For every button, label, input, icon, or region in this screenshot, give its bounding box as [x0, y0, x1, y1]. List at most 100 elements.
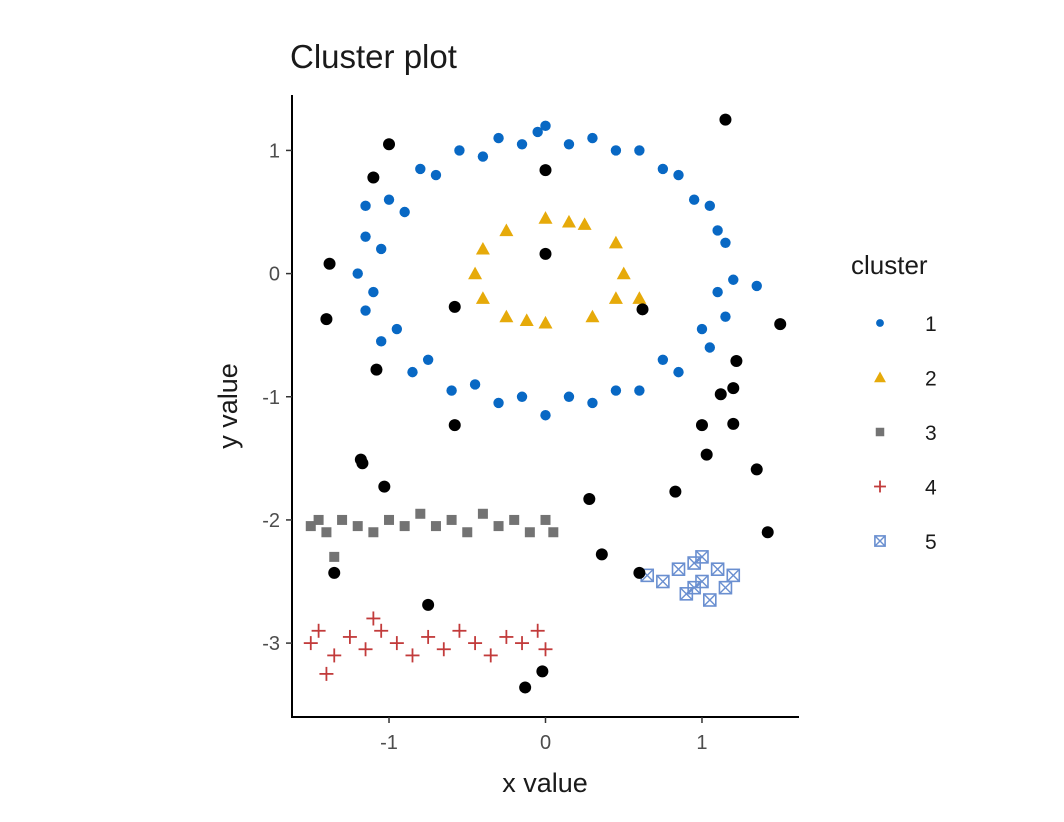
cluster-3-point: [462, 527, 473, 538]
legend-item-3: 3: [875, 422, 937, 445]
cluster-2-point: [632, 291, 647, 304]
noise-point: [727, 382, 740, 395]
noise-point: [356, 457, 369, 470]
noise-point: [370, 363, 383, 376]
cluster-1-point: [728, 274, 739, 285]
y-tick-label: 0: [269, 264, 280, 286]
cluster-1-point: [516, 139, 528, 150]
cluster-3-point: [399, 521, 410, 532]
noise-point: [519, 681, 532, 694]
cluster-4-point: [327, 648, 342, 663]
y-tick-label: -1: [262, 387, 280, 409]
cluster-1-point: [399, 206, 410, 218]
cluster-4-point: [342, 629, 357, 644]
cluster-1-point: [673, 366, 684, 378]
cluster-5-point: [718, 580, 733, 595]
cluster-3-point: [368, 527, 379, 538]
legend-key-5: [874, 535, 886, 547]
cluster-5-point: [656, 574, 670, 589]
cluster-2-point: [577, 217, 592, 230]
cluster-5-point: [726, 568, 741, 583]
cluster-1-point: [720, 311, 731, 322]
cluster-4-point: [405, 648, 420, 663]
cluster-4-point: [530, 623, 545, 638]
cluster-1-point: [587, 132, 598, 144]
cluster-4-point: [483, 648, 498, 663]
cluster-5-point: [695, 550, 709, 564]
noise-point: [774, 318, 787, 331]
cluster-1-point: [446, 385, 457, 396]
cluster-1-point: [540, 120, 551, 131]
noise-point: [727, 417, 740, 430]
noise-point: [448, 300, 461, 313]
cluster-4-point: [374, 623, 389, 638]
cluster-4-point: [358, 642, 373, 657]
cluster-1-point: [610, 145, 622, 156]
cluster-2-point: [499, 309, 514, 323]
cluster-4-point: [366, 611, 381, 626]
cluster-1-point: [391, 323, 403, 335]
noise-point: [719, 113, 732, 126]
cluster-1-point: [375, 243, 387, 255]
noise-point: [700, 448, 713, 461]
cluster-2-point: [475, 241, 490, 255]
noise-point: [595, 548, 608, 561]
cluster-1-point: [360, 200, 371, 212]
noise-point: [714, 388, 727, 401]
cluster-1-point: [563, 391, 575, 402]
cluster-3-point: [321, 527, 332, 538]
cluster-1-point: [696, 323, 708, 335]
cluster-4-point: [515, 636, 530, 651]
chart-title: Cluster plot: [290, 38, 457, 75]
cluster-2-point: [561, 214, 576, 228]
cluster-3-point: [430, 521, 441, 532]
legend-label-3: 3: [925, 422, 937, 445]
cluster-2-point: [538, 211, 553, 224]
legend-item-1: 1: [876, 313, 937, 336]
noise-point: [539, 164, 552, 177]
cluster-4-point: [421, 629, 436, 644]
legend-key-3: [875, 427, 885, 437]
legend-label-1: 1: [925, 313, 937, 336]
cluster-4-point: [468, 636, 483, 651]
cluster-1-point: [383, 194, 395, 205]
cluster-1-point: [516, 391, 528, 402]
legend-label-2: 2: [925, 368, 937, 391]
noise-point: [539, 247, 552, 260]
cluster-1-point: [469, 379, 481, 390]
cluster-3-point: [415, 508, 426, 519]
cluster-5-point: [703, 593, 717, 607]
noise-point: [695, 419, 708, 432]
cluster-1-point: [634, 145, 645, 156]
legend-item-5: 5: [874, 531, 937, 554]
data-layer: [303, 113, 787, 694]
noise-point: [320, 313, 333, 326]
cluster-1-point: [751, 280, 762, 292]
cluster-5-point: [671, 562, 686, 576]
y-tick-label: 1: [269, 140, 280, 162]
cluster-1-point: [422, 354, 434, 366]
cluster-1-point: [688, 194, 700, 205]
legend-title: cluster: [851, 250, 928, 280]
noise-point: [536, 665, 549, 678]
cluster-2-point: [475, 291, 490, 304]
x-tick-label: -1: [380, 732, 398, 754]
x-axis-title: x value: [502, 768, 588, 798]
cluster-1-point: [368, 286, 379, 298]
cluster-1-point: [532, 126, 543, 138]
noise-point: [323, 257, 336, 270]
cluster-2-point: [616, 266, 631, 280]
cluster-5-point: [687, 580, 701, 595]
y-tick-label: -3: [262, 633, 280, 655]
legend-item-4: 4: [874, 477, 937, 500]
noise-point: [378, 480, 391, 493]
cluster-4-point: [389, 636, 404, 651]
noise-point: [761, 526, 774, 539]
cluster-1-point: [657, 354, 669, 366]
cluster-4-point: [311, 623, 326, 638]
x-tick-label: 0: [540, 732, 551, 754]
legend-item-2: 2: [874, 368, 937, 391]
y-tick-label: -2: [262, 510, 280, 532]
cluster-1-point: [704, 342, 716, 353]
cluster-2-point: [468, 266, 483, 280]
